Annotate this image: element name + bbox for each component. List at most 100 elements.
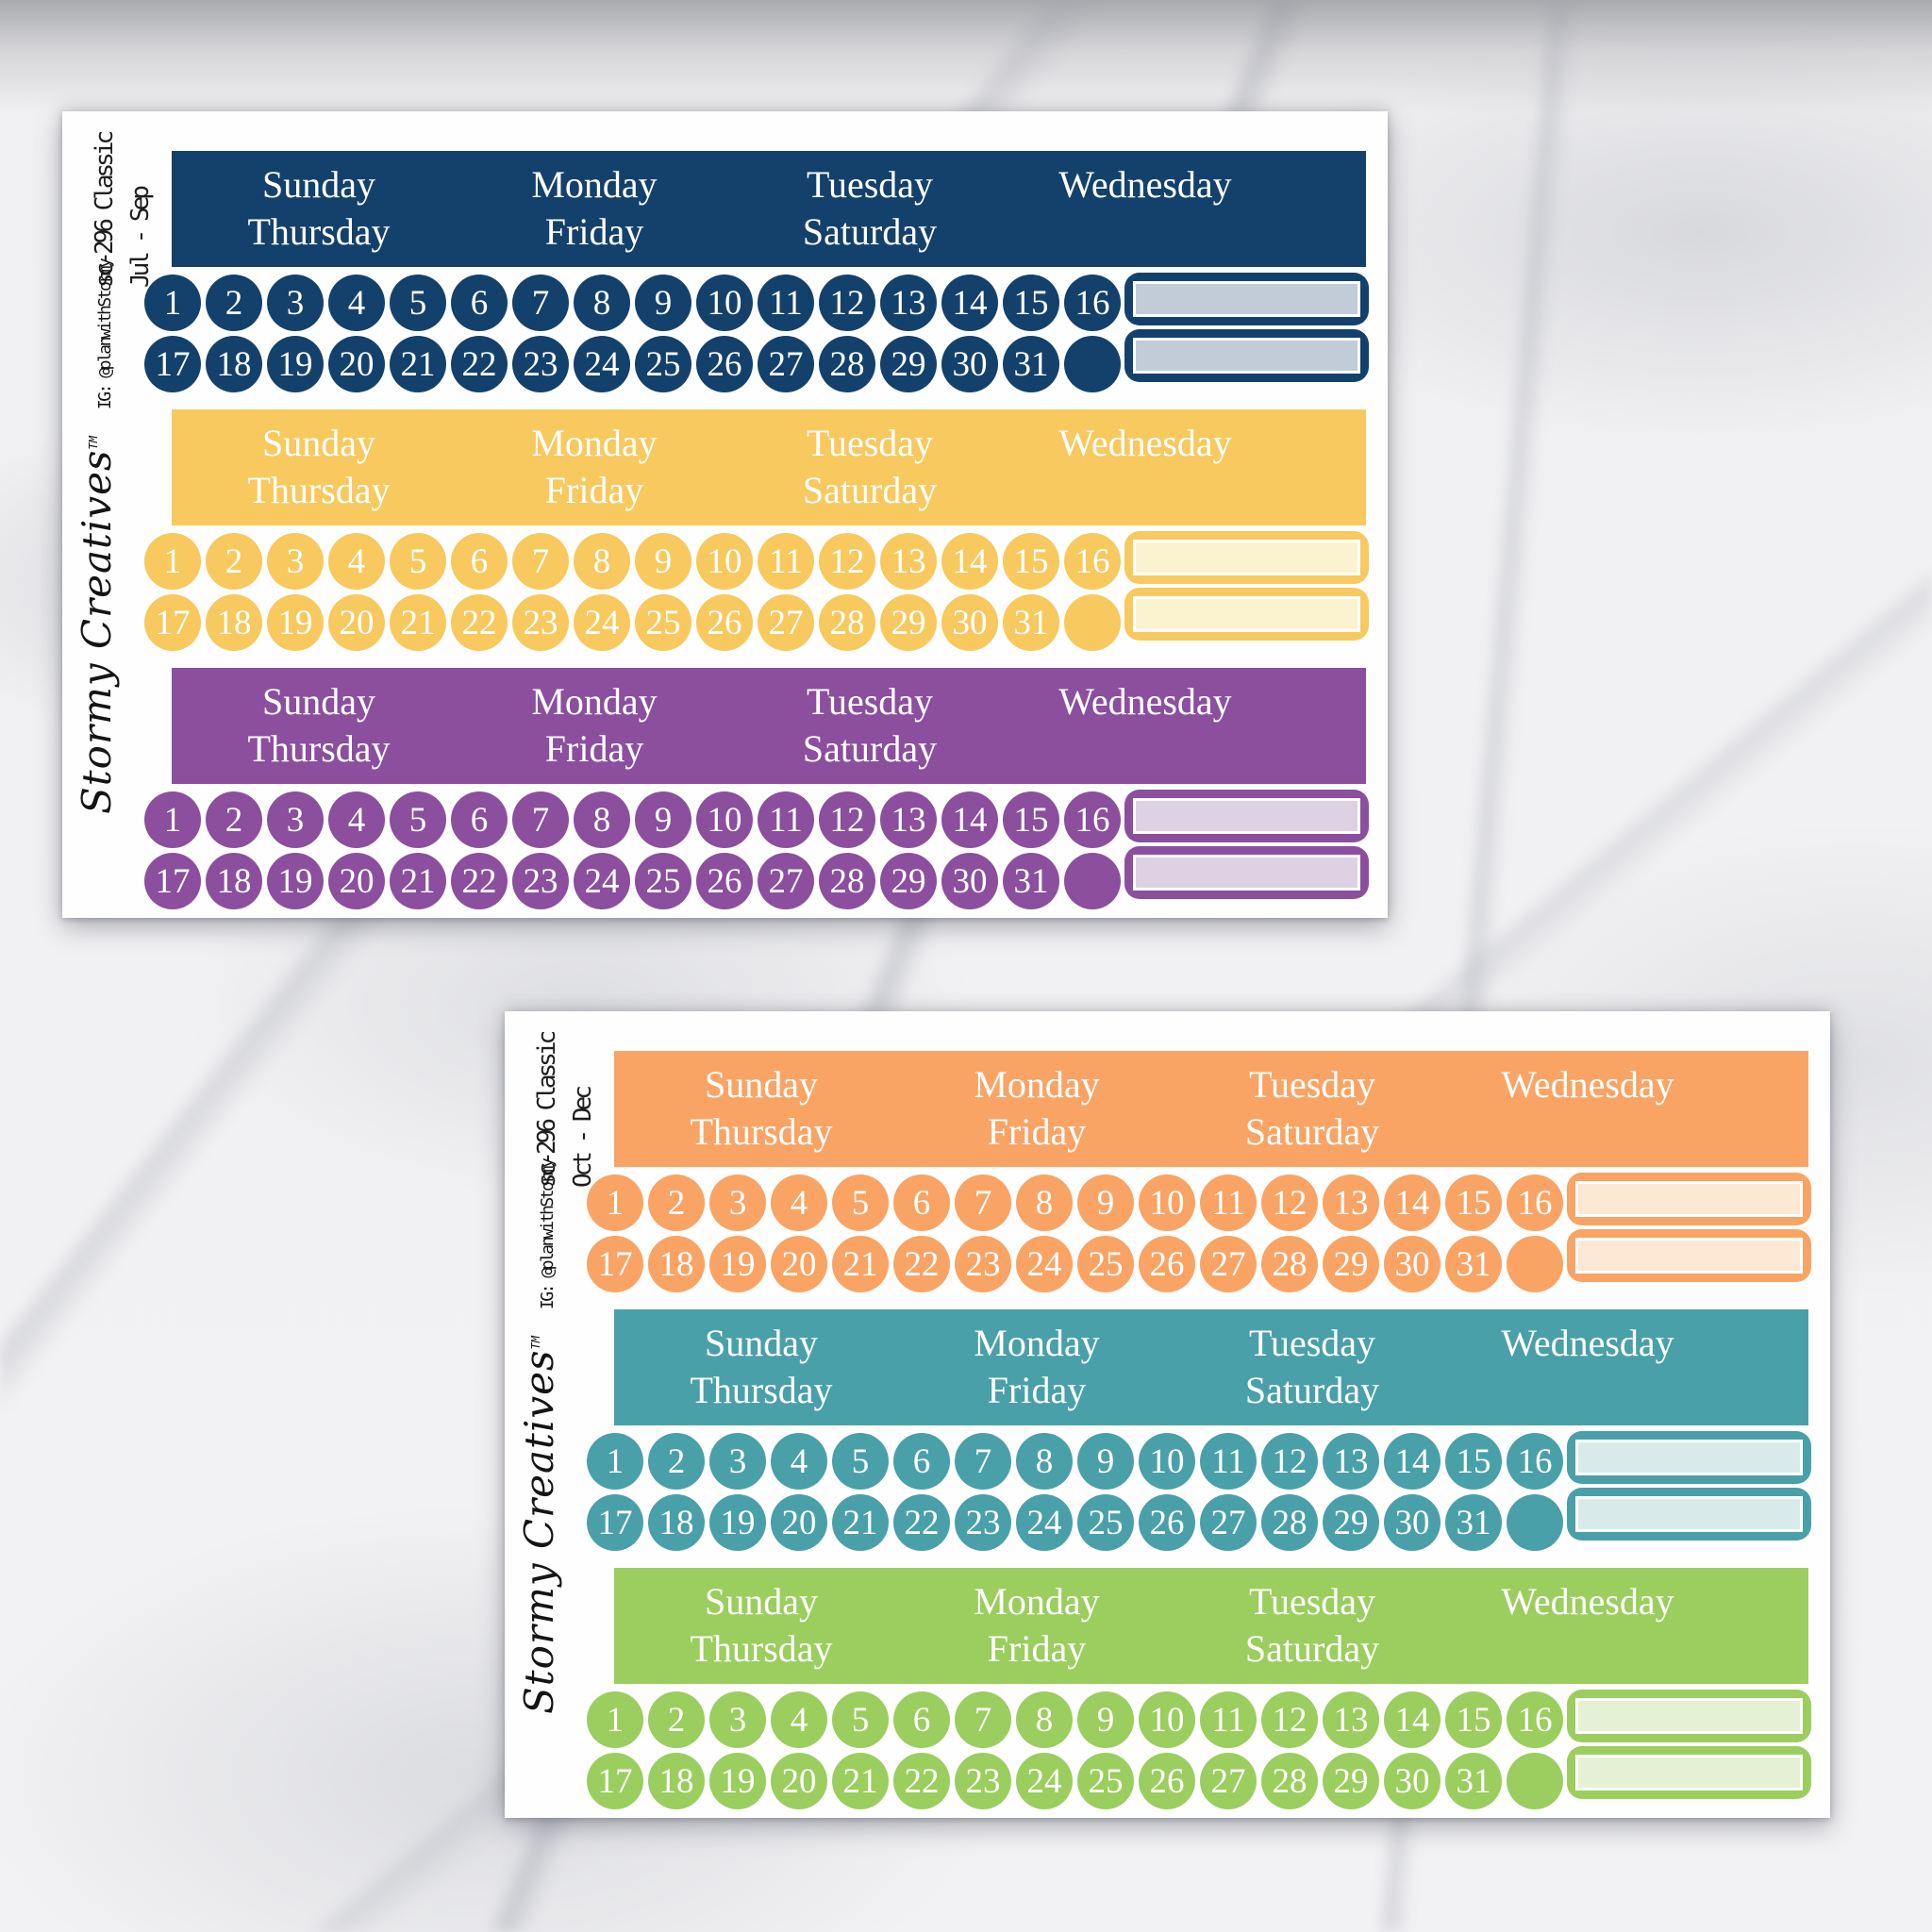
date-dot-sticker: 14 [1384, 1433, 1441, 1490]
date-dot-sticker: 17 [144, 853, 201, 909]
date-dot-sticker: 31 [1445, 1753, 1502, 1809]
date-dot-sticker: 12 [819, 275, 875, 331]
label-box-fill [1578, 1757, 1800, 1788]
label-box-gap [1575, 1238, 1803, 1274]
day-label-top: Sunday [262, 163, 375, 206]
date-dot-sticker: 25 [635, 853, 691, 909]
date-dot-sticker: 27 [758, 336, 814, 392]
day-column: Monday Friday [899, 1320, 1174, 1425]
date-dot-sticker: 28 [1261, 1753, 1318, 1809]
date-dot-sticker: 17 [587, 1236, 643, 1292]
day-column: Sunday Thursday [181, 161, 457, 267]
date-dot-sticker: 12 [1261, 1691, 1318, 1748]
day-label-top: Wednesday [1058, 163, 1232, 206]
day-label-top: Wednesday [1058, 422, 1232, 464]
date-dot-sticker: 4 [328, 275, 385, 331]
label-box-sticker [1567, 1690, 1811, 1742]
day-column: Sunday Thursday [181, 678, 457, 784]
date-row-1: 1 2 3 4 5 6 7 8 9 10 11 12 13 14 15 16 [144, 791, 1121, 848]
day-label-top: Tuesday [1248, 1322, 1376, 1364]
label-box-sticker [1124, 273, 1369, 325]
day-label-top: Sunday [262, 680, 375, 723]
day-header-band-sticker: Sunday Thursday Monday Friday Tuesday Saturda… [614, 1309, 1808, 1425]
date-dot-sticker: 30 [1384, 1494, 1441, 1551]
day-label-top: Sunday [705, 1580, 818, 1623]
date-row-2: 17 18 19 20 21 22 23 24 25 26 27 28 29 30 31 [587, 1494, 1563, 1551]
date-dot-sticker: 25 [1077, 1753, 1134, 1809]
date-dot-sticker: 21 [832, 1236, 889, 1292]
date-dot-sticker: 1 [587, 1433, 643, 1490]
blank-dot-sticker [1064, 336, 1121, 392]
date-dot-sticker: 17 [587, 1753, 643, 1809]
date-dot-sticker: 22 [893, 1236, 950, 1292]
label-box-gap [1575, 1496, 1803, 1532]
label-box-fill [1136, 284, 1357, 314]
date-dot-sticker: 19 [267, 336, 324, 392]
sticker-section-green: Sunday Thursday Monday Friday Tuesday Saturda… [505, 1568, 1830, 1811]
date-dot-sticker: 21 [390, 336, 446, 392]
date-dot-sticker: 4 [771, 1691, 827, 1748]
day-label-bottom: Friday [544, 727, 644, 770]
date-dot-sticker: 20 [328, 853, 385, 909]
date-dot-sticker: 23 [955, 1753, 1011, 1809]
date-dot-sticker: 8 [574, 791, 630, 848]
day-label-bottom: Friday [544, 469, 644, 511]
label-box-sticker [1567, 1746, 1811, 1799]
date-row-1: 1 2 3 4 5 6 7 8 9 10 11 12 13 14 15 16 [144, 275, 1121, 331]
date-dot-sticker: 24 [1016, 1753, 1073, 1809]
date-dot-sticker: 5 [832, 1691, 889, 1748]
day-header-band-sticker: Sunday Thursday Monday Friday Tuesday Saturda… [172, 409, 1366, 525]
date-dot-sticker: 18 [648, 1753, 705, 1809]
date-dot-sticker: 23 [955, 1236, 1011, 1292]
date-dot-sticker: 5 [390, 791, 446, 848]
date-dot-sticker: 14 [941, 533, 998, 590]
day-column: Wednesday [1008, 420, 1283, 525]
day-label-bottom: Thursday [247, 469, 391, 511]
day-label-top: Sunday [705, 1063, 818, 1106]
date-dot-sticker: 3 [709, 1691, 766, 1748]
date-dot-sticker: 22 [893, 1753, 950, 1809]
date-dot-sticker: 16 [1507, 1691, 1563, 1748]
day-label-bottom: Friday [987, 1110, 1087, 1153]
blank-dot-sticker [1064, 594, 1121, 651]
date-dot-sticker: 30 [941, 594, 998, 651]
day-label-bottom: Thursday [690, 1369, 833, 1411]
date-dot-sticker: 18 [206, 853, 262, 909]
date-dot-sticker: 7 [512, 275, 569, 331]
day-label-bottom: Saturday [1244, 1110, 1380, 1153]
date-dot-sticker: 19 [709, 1753, 766, 1809]
date-dot-sticker: 13 [1323, 1433, 1379, 1490]
date-dot-sticker: 25 [635, 336, 691, 392]
date-dot-sticker: 25 [635, 594, 691, 651]
date-dot-sticker: 15 [1003, 791, 1059, 848]
date-dot-sticker: 25 [1077, 1494, 1134, 1551]
date-dot-sticker: 3 [267, 275, 324, 331]
day-label-top: Monday [974, 1063, 1100, 1106]
date-dot-sticker: 10 [1139, 1174, 1195, 1231]
day-label-top: Monday [531, 422, 658, 464]
day-column: Tuesday Saturday [732, 420, 1008, 525]
label-box-gap [1133, 798, 1360, 834]
label-box-gap [1133, 540, 1360, 575]
date-dot-sticker: 3 [709, 1174, 766, 1231]
date-dot-sticker: 31 [1445, 1236, 1502, 1292]
date-dot-sticker: 3 [709, 1433, 766, 1490]
day-column: Tuesday Saturday [1174, 1578, 1450, 1684]
date-dot-sticker: 6 [893, 1691, 950, 1748]
sticker-sheet-jul-sep: sc-296 Classic Jul - Sep Stormy CreativesT… [62, 111, 1388, 918]
date-dot-sticker: 8 [1016, 1691, 1073, 1748]
date-dot-sticker: 2 [648, 1433, 705, 1490]
day-column: Sunday Thursday [624, 1061, 899, 1167]
date-dot-sticker: 22 [451, 594, 508, 651]
label-box-fill [1136, 599, 1357, 629]
day-label-top: Monday [531, 680, 658, 723]
day-label-top: Tuesday [806, 163, 934, 206]
blank-dot-sticker [1507, 1753, 1563, 1809]
date-dot-sticker: 20 [771, 1236, 827, 1292]
date-dot-sticker: 5 [832, 1433, 889, 1490]
day-column: Monday Friday [457, 678, 732, 784]
date-dot-sticker: 7 [955, 1691, 1011, 1748]
day-label-top: Tuesday [1248, 1063, 1376, 1106]
date-dot-sticker: 15 [1003, 275, 1059, 331]
date-dot-sticker: 9 [1077, 1174, 1134, 1231]
